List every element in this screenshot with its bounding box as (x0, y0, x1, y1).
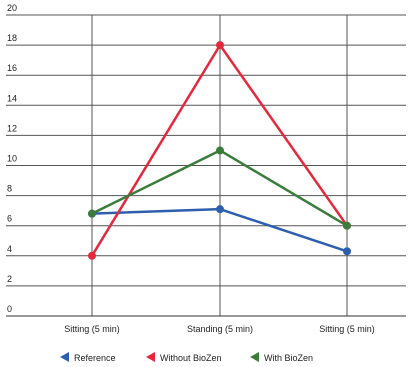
y-tick-label: 4 (7, 244, 12, 254)
legend-label: Without BioZen (160, 353, 222, 363)
legend-marker (146, 352, 155, 362)
y-tick-label: 10 (7, 154, 17, 164)
data-point (216, 146, 224, 155)
legend-marker (250, 352, 259, 362)
legend: Reference Without BioZen With BioZen (60, 352, 313, 363)
data-point (88, 209, 96, 218)
x-tick-label: Standing (5 min) (187, 324, 253, 334)
x-tick-label: Sitting (5 min) (319, 324, 375, 334)
y-tick-label: 6 (7, 214, 12, 224)
data-point (343, 221, 351, 230)
legend-label: Reference (74, 353, 116, 363)
y-tick-label: 12 (7, 123, 17, 133)
data-point (216, 41, 224, 50)
y-tick-label: 16 (7, 63, 17, 73)
series-lines (88, 41, 351, 260)
y-tick-label: 8 (7, 184, 12, 194)
legend-marker (60, 352, 69, 362)
data-point (88, 251, 96, 260)
x-axis-ticks: Sitting (5 min) Standing (5 min) Sitting (… (64, 324, 375, 334)
x-tick-label: Sitting (5 min) (64, 324, 120, 334)
legend-label: With BioZen (264, 353, 313, 363)
y-tick-label: 0 (7, 304, 12, 314)
data-point (343, 247, 351, 256)
y-tick-label: 2 (7, 274, 12, 284)
y-tick-label: 18 (7, 33, 17, 43)
y-tick-label: 14 (7, 93, 17, 103)
y-tick-label: 20 (7, 3, 17, 13)
data-point (216, 205, 224, 214)
y-axis-ticks: 0 2 4 6 8 10 12 14 16 18 20 (7, 3, 17, 314)
grid (6, 14, 406, 317)
